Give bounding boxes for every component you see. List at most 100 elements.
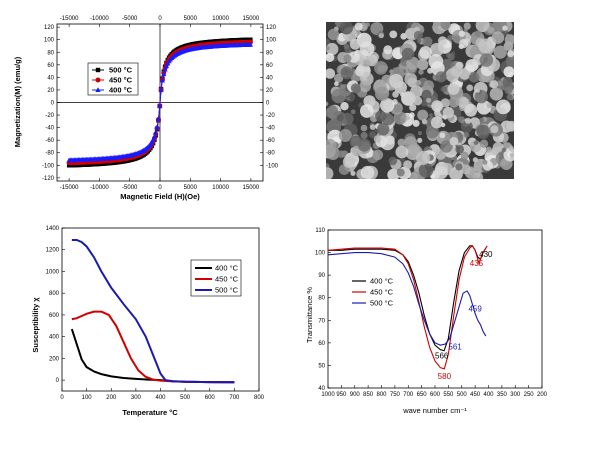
y-tick-label: 60 bbox=[318, 341, 325, 347]
peak-annotation: 580 bbox=[438, 372, 452, 381]
y-tick-label: 800 bbox=[49, 291, 60, 297]
legend-label: 500 °C bbox=[215, 286, 239, 295]
y-tick-label: 70 bbox=[318, 318, 325, 324]
sem-grain bbox=[487, 26, 495, 34]
sem-grain bbox=[417, 137, 423, 143]
sem-grain bbox=[324, 68, 336, 79]
x-tick-label-top: 0 bbox=[158, 16, 162, 22]
sem-grain bbox=[338, 129, 352, 142]
sem-grain bbox=[421, 119, 428, 125]
sem-grain bbox=[508, 145, 514, 151]
y-axis-label: Magnetization(M) (emu/g) bbox=[13, 56, 22, 147]
x-tick-label-top: -5000 bbox=[122, 16, 138, 22]
x-tick-label: 500 bbox=[180, 395, 191, 401]
sem-grain bbox=[337, 150, 345, 158]
sem-grain bbox=[440, 140, 453, 153]
peak-annotation: 561 bbox=[448, 343, 462, 352]
sem-grain bbox=[401, 47, 415, 61]
legend-marker bbox=[95, 67, 101, 73]
x-tick-label: 450 bbox=[470, 392, 481, 398]
x-tick-label: 950 bbox=[336, 392, 347, 398]
x-tick-label-top: -10000 bbox=[90, 16, 109, 22]
sem-grain bbox=[496, 80, 503, 87]
sem-grain bbox=[431, 100, 443, 112]
sem-grain bbox=[395, 145, 409, 159]
y-tick-label: -100 bbox=[42, 163, 55, 169]
sem-grain bbox=[326, 42, 339, 56]
sem-grain bbox=[434, 165, 448, 180]
y-tick-label-right: 0 bbox=[266, 101, 270, 107]
sem-grain bbox=[466, 84, 474, 92]
sem-grain bbox=[325, 108, 335, 118]
sem-grain bbox=[373, 135, 381, 143]
sem-grain bbox=[460, 151, 469, 160]
sem-grain bbox=[339, 21, 354, 35]
plot-frame bbox=[327, 229, 543, 389]
sem-grain bbox=[375, 86, 390, 101]
y-tick-label-right: 20 bbox=[266, 88, 273, 94]
sem-grain bbox=[354, 22, 363, 31]
y-axis-label: Susceptibility χ bbox=[31, 297, 40, 353]
sem-grain bbox=[489, 80, 499, 89]
sem-grain bbox=[482, 159, 488, 165]
sem-grain bbox=[396, 168, 405, 177]
series-point bbox=[157, 102, 163, 108]
x-tick-label: 700 bbox=[403, 392, 414, 398]
sem-grain bbox=[340, 102, 349, 111]
sem-grain bbox=[360, 104, 374, 118]
sem-grain bbox=[421, 89, 432, 100]
sem-grain bbox=[459, 38, 469, 49]
x-tick-label: 600 bbox=[430, 392, 441, 398]
sem-grain bbox=[377, 123, 390, 136]
sem-grain bbox=[442, 107, 454, 119]
magnetization-chart: -15000-15000-10000-10000-5000-5000005000… bbox=[13, 16, 279, 201]
sem-grain bbox=[437, 36, 448, 46]
y-tick-label: 400 bbox=[49, 335, 60, 341]
legend-label: 450 °C bbox=[215, 275, 239, 284]
sem-grain bbox=[419, 46, 432, 59]
series-point bbox=[248, 37, 253, 42]
sem-grain bbox=[336, 114, 344, 122]
x-tick-label: 350 bbox=[497, 392, 508, 398]
sem-grain bbox=[389, 30, 398, 39]
y-tick-label: -80 bbox=[45, 151, 54, 157]
sem-grain bbox=[375, 110, 387, 122]
series-point bbox=[161, 71, 167, 77]
sem-grain bbox=[507, 50, 515, 58]
sem-grain bbox=[440, 19, 451, 30]
sem-grain bbox=[404, 72, 417, 86]
x-tick-label: 100 bbox=[82, 395, 93, 401]
sem-grain bbox=[446, 52, 452, 59]
sem-grain bbox=[388, 156, 398, 166]
legend-label: 400 °C bbox=[109, 86, 133, 95]
sem-grain bbox=[463, 28, 468, 33]
x-axis-label: Magnetic Field (H)(Oe) bbox=[120, 192, 200, 201]
sem-micrograph bbox=[320, 16, 519, 183]
sem-grain bbox=[357, 138, 371, 152]
x-tick-label: 800 bbox=[376, 392, 387, 398]
sem-grain bbox=[476, 124, 490, 138]
sem-grain bbox=[428, 113, 433, 118]
sem-grain bbox=[430, 116, 443, 129]
sem-grain bbox=[479, 117, 485, 123]
sem-grain bbox=[378, 33, 384, 39]
series-point bbox=[158, 87, 164, 93]
sem-grain bbox=[485, 146, 492, 153]
sem-grain bbox=[392, 91, 399, 98]
legend-label: 400 °C bbox=[370, 277, 394, 286]
sem-grain bbox=[343, 43, 350, 50]
sem-grain bbox=[451, 51, 456, 56]
legend-marker bbox=[95, 77, 101, 83]
sem-grain bbox=[331, 88, 347, 104]
sem-grain bbox=[415, 79, 422, 86]
x-tick-label: 1000 bbox=[321, 392, 335, 398]
sem-grain bbox=[413, 30, 423, 40]
sem-grain bbox=[468, 72, 480, 83]
x-tick-label: 5000 bbox=[184, 185, 198, 191]
sem-grain bbox=[503, 66, 515, 78]
sem-grain bbox=[489, 106, 496, 113]
sem-grain bbox=[350, 170, 356, 176]
sem-grain bbox=[342, 155, 356, 168]
y-tick-label: 40 bbox=[318, 386, 325, 392]
sem-grain bbox=[374, 61, 388, 75]
